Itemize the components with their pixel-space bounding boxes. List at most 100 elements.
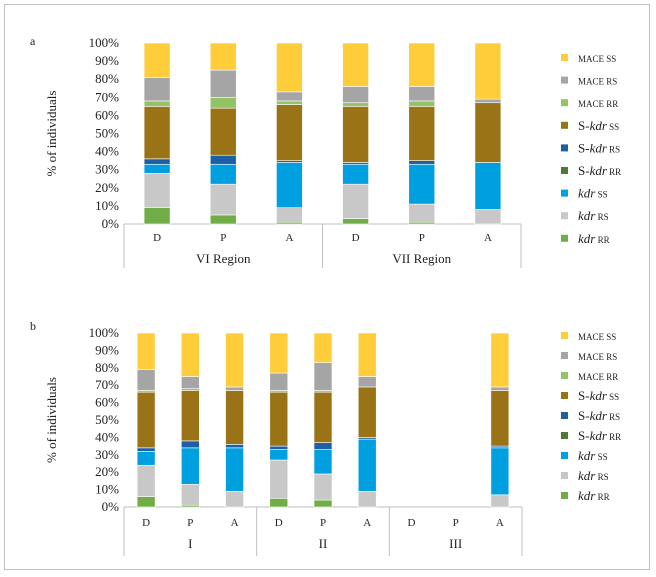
bar-segment-kdr-rr <box>342 218 369 225</box>
bar-segment-mace-ss <box>209 42 237 71</box>
bar-segment-mace-ss <box>342 42 369 87</box>
legend-label: S-kdr RS <box>578 140 620 155</box>
bar-segment-kdr-rs <box>474 209 502 225</box>
legend-swatch <box>561 99 568 107</box>
bar-segment-kdr-rr <box>313 499 333 508</box>
legend-item: S-kdr RS <box>561 408 620 423</box>
legend-swatch <box>561 189 568 197</box>
y-tick-label: 10% <box>95 482 119 497</box>
bar-segment-mace-ss <box>357 332 377 377</box>
legend-label: S-kdr RS <box>578 408 620 423</box>
legend-swatch <box>561 392 568 399</box>
bar-segment-s-kdr-ss <box>143 106 171 160</box>
y-tick-label: 90% <box>95 342 119 357</box>
legend-label: MACE RR <box>578 99 618 109</box>
legend-label: kdr RS <box>578 208 609 223</box>
x-tick-label: A <box>231 517 239 529</box>
x-tick-label: P <box>320 517 326 529</box>
bar-segment-mace-rs <box>408 86 436 102</box>
legend-swatch <box>561 432 568 439</box>
x-tick-label: P <box>187 517 193 529</box>
group-label: II <box>319 536 328 551</box>
bar-segment-mace-rr <box>342 102 369 107</box>
y-tick-label: 0% <box>102 216 120 231</box>
bar-segment-kdr-ss <box>225 447 244 492</box>
legend-swatch <box>561 472 568 479</box>
chart-panel-a: a % of individuals 0% 10% 20% 30% 40% 50% 60% 70%… <box>30 34 621 268</box>
legend-label: MACE RS <box>578 77 617 87</box>
bar-segment-kdr-rs <box>490 494 510 508</box>
legend-label: S-kdr RR <box>578 163 621 178</box>
y-tick-label: 90% <box>95 53 119 68</box>
legend-swatch <box>561 352 568 359</box>
legend-item: S-kdr SS <box>561 388 619 403</box>
y-tick-label: 80% <box>95 71 119 86</box>
bar-segment-s-kdr-rs <box>408 160 436 165</box>
legend-item: kdr RR <box>561 488 610 503</box>
y-tick-label: 70% <box>95 377 119 392</box>
legend-item: S-kdr RR <box>561 428 621 443</box>
legend-label: MACE SS <box>578 332 616 342</box>
legend-swatch <box>561 121 568 129</box>
legend-item: MACE SS <box>561 332 616 342</box>
bar-segment-mace-ss <box>181 332 200 377</box>
bar-segment-mace-rs <box>342 86 369 104</box>
legend-swatch <box>561 372 568 379</box>
bar-segment-kdr-ss <box>313 449 333 475</box>
bar-segment-mace-ss <box>225 332 244 388</box>
bar-segment-mace-ss <box>474 42 502 100</box>
bar-segment-s-kdr-rs <box>225 444 244 449</box>
y-tick-label: 50% <box>95 126 119 141</box>
y-tick-label: 20% <box>95 180 119 195</box>
legend-item: MACE SS <box>561 54 616 64</box>
bar-segment-mace-rs <box>313 362 333 391</box>
bar-segment-mace-ss <box>269 332 289 374</box>
legend-label: S-kdr SS <box>578 118 619 133</box>
legend-item: S-kdr SS <box>561 118 619 133</box>
bar-segment-mace-rs <box>276 91 303 102</box>
bar-segment-kdr-rs <box>408 203 436 223</box>
legend-label: kdr SS <box>578 186 608 201</box>
figure-frame <box>4 4 650 570</box>
x-tick-label: D <box>275 517 283 529</box>
y-tick-label: 30% <box>95 447 119 462</box>
y-tick-label: 70% <box>95 89 119 104</box>
group-label: VI Region <box>196 251 251 266</box>
legend-label: S-kdr RR <box>578 428 621 443</box>
bar-segment-mace-ss <box>490 332 510 388</box>
x-tick-label: A <box>285 232 293 244</box>
bar-segment-mace-rs <box>181 376 200 389</box>
bar-segment-kdr-ss <box>209 163 237 185</box>
bar-segment-kdr-ss <box>342 163 369 185</box>
bar-segment-kdr-rr <box>136 496 156 508</box>
bar-segment-s-kdr-ss <box>136 391 156 449</box>
panel-label: a <box>30 34 36 48</box>
legend-label: MACE RR <box>578 372 618 382</box>
bar-segment-kdr-rs <box>209 183 237 216</box>
bar-segment-s-kdr-rs <box>209 154 237 165</box>
legend-item: MACE RR <box>561 372 618 382</box>
legend-label: S-kdr SS <box>578 388 619 403</box>
bar-segment-kdr-rs <box>313 473 333 501</box>
bar-segment-kdr-rs <box>357 491 377 508</box>
y-tick-label: 100% <box>89 325 120 340</box>
bar-segment-s-kdr-ss <box>209 107 237 156</box>
chart-panel-b: b % of individuals 0% 10% 20% 30% 40% 50% 60% 70%… <box>30 319 621 556</box>
bar-segment-mace-rr <box>143 100 171 107</box>
bar-segment-s-kdr-ss <box>313 391 333 443</box>
legend-item: S-kdr RS <box>561 140 620 155</box>
bar-segment-kdr-ss <box>474 162 502 210</box>
bar-segment-s-kdr-ss <box>408 106 436 161</box>
bar-segment-s-kdr-ss <box>269 391 289 447</box>
bar-segment-mace-rs <box>209 69 237 98</box>
legend-label: MACE SS <box>578 54 616 64</box>
legend-item: kdr SS <box>561 186 608 201</box>
legend-swatch <box>561 234 568 242</box>
panel-label: b <box>30 319 36 333</box>
bar-segment-s-kdr-rs <box>181 440 200 449</box>
legend-swatch <box>561 144 568 152</box>
bar-segment-s-kdr-ss <box>474 102 502 163</box>
legend-swatch <box>561 76 568 84</box>
bar-segment-kdr-ss <box>490 447 510 496</box>
